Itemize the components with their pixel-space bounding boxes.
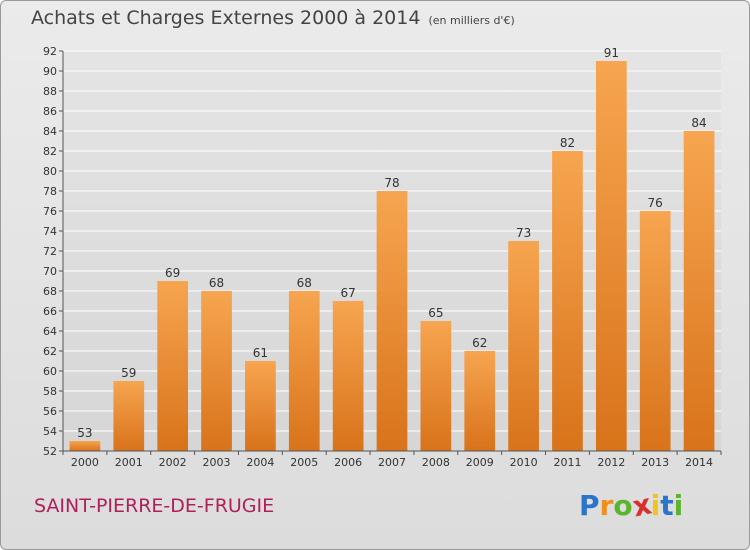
bar-2013 [639, 211, 671, 451]
value-label-2005: 68 [297, 276, 312, 290]
bar-2007 [376, 191, 408, 451]
y-tick-label: 92 [43, 45, 57, 58]
value-label-2014: 84 [691, 116, 706, 130]
x-tick-label-2009: 2009 [466, 456, 494, 469]
x-tick-label-2002: 2002 [159, 456, 187, 469]
chart-title-text: Achats et Charges Externes 2000 à 2014 [31, 7, 421, 29]
y-tick-label: 54 [43, 425, 57, 438]
bar-2012 [595, 61, 627, 451]
x-tick-label-2012: 2012 [597, 456, 625, 469]
bar-2002 [157, 281, 189, 451]
y-tick-label: 86 [43, 105, 57, 118]
bar-2006 [332, 301, 364, 451]
x-tick-label-2014: 2014 [685, 456, 713, 469]
value-label-2002: 69 [165, 266, 180, 280]
x-tick-label-2005: 2005 [290, 456, 318, 469]
commune-name: SAINT-PIERRE-DE-FRUGIE [34, 495, 275, 517]
logo-letter: i [650, 489, 661, 522]
y-tick-label: 64 [43, 325, 57, 338]
bar-2000 [69, 441, 101, 451]
y-tick-label: 66 [43, 305, 57, 318]
bar-2011 [552, 151, 583, 451]
y-tick-label: 58 [43, 385, 57, 398]
x-tick-label-2000: 2000 [71, 456, 99, 469]
value-label-2010: 73 [516, 226, 531, 240]
x-tick-label-2004: 2004 [246, 456, 274, 469]
value-label-2001: 59 [121, 366, 136, 380]
x-tick-label-2008: 2008 [422, 456, 450, 469]
y-tick-label: 82 [43, 145, 57, 158]
value-label-2013: 76 [648, 196, 663, 210]
x-tick-label-2006: 2006 [334, 456, 362, 469]
bar-2001 [113, 381, 145, 451]
chart-subtitle: (en milliers d'€) [428, 14, 515, 27]
x-tick-label-2011: 2011 [553, 456, 581, 469]
y-tick-label: 60 [43, 365, 57, 378]
x-tick-label-2007: 2007 [378, 456, 406, 469]
x-tick-label-2003: 2003 [203, 456, 231, 469]
y-tick-label: 68 [43, 285, 57, 298]
y-tick-label: 72 [43, 245, 57, 258]
y-tick-label: 84 [43, 125, 57, 138]
value-label-2009: 62 [472, 336, 487, 350]
logo-letter: i [673, 489, 684, 522]
value-label-2004: 61 [253, 346, 268, 360]
value-label-2011: 82 [560, 136, 575, 150]
value-label-2000: 53 [77, 426, 92, 440]
logo-letter: r [599, 489, 614, 522]
bar-2008 [420, 321, 452, 451]
bar-2004 [245, 361, 276, 451]
y-tick-label: 52 [43, 445, 57, 458]
value-label-2008: 65 [428, 306, 443, 320]
proxiti-logo: Proxiti [579, 487, 684, 523]
y-tick-label: 76 [43, 205, 57, 218]
chart-title: Achats et Charges Externes 2000 à 2014 (e… [31, 7, 515, 29]
logo-letter: o [613, 489, 633, 522]
y-tick-label: 90 [43, 65, 57, 78]
y-tick-label: 88 [43, 85, 57, 98]
x-tick-label-2001: 2001 [115, 456, 143, 469]
y-tick-label: 62 [43, 345, 57, 358]
bar-2003 [201, 291, 232, 451]
bar-2010 [508, 241, 539, 451]
y-tick-label: 74 [43, 225, 57, 238]
value-label-2006: 67 [340, 286, 355, 300]
logo-letter: P [579, 489, 600, 522]
bar-2014 [683, 131, 715, 451]
value-label-2012: 91 [604, 46, 619, 60]
bar-2009 [464, 351, 496, 451]
bar-2005 [288, 291, 320, 451]
y-tick-label: 70 [43, 265, 57, 278]
y-tick-label: 78 [43, 185, 57, 198]
y-tick-label: 56 [43, 405, 57, 418]
value-label-2007: 78 [384, 176, 399, 190]
logo-letter: t [660, 489, 674, 522]
x-tick-label-2010: 2010 [510, 456, 538, 469]
y-tick-label: 80 [43, 165, 57, 178]
x-tick-label-2013: 2013 [641, 456, 669, 469]
value-label-2003: 68 [209, 276, 224, 290]
